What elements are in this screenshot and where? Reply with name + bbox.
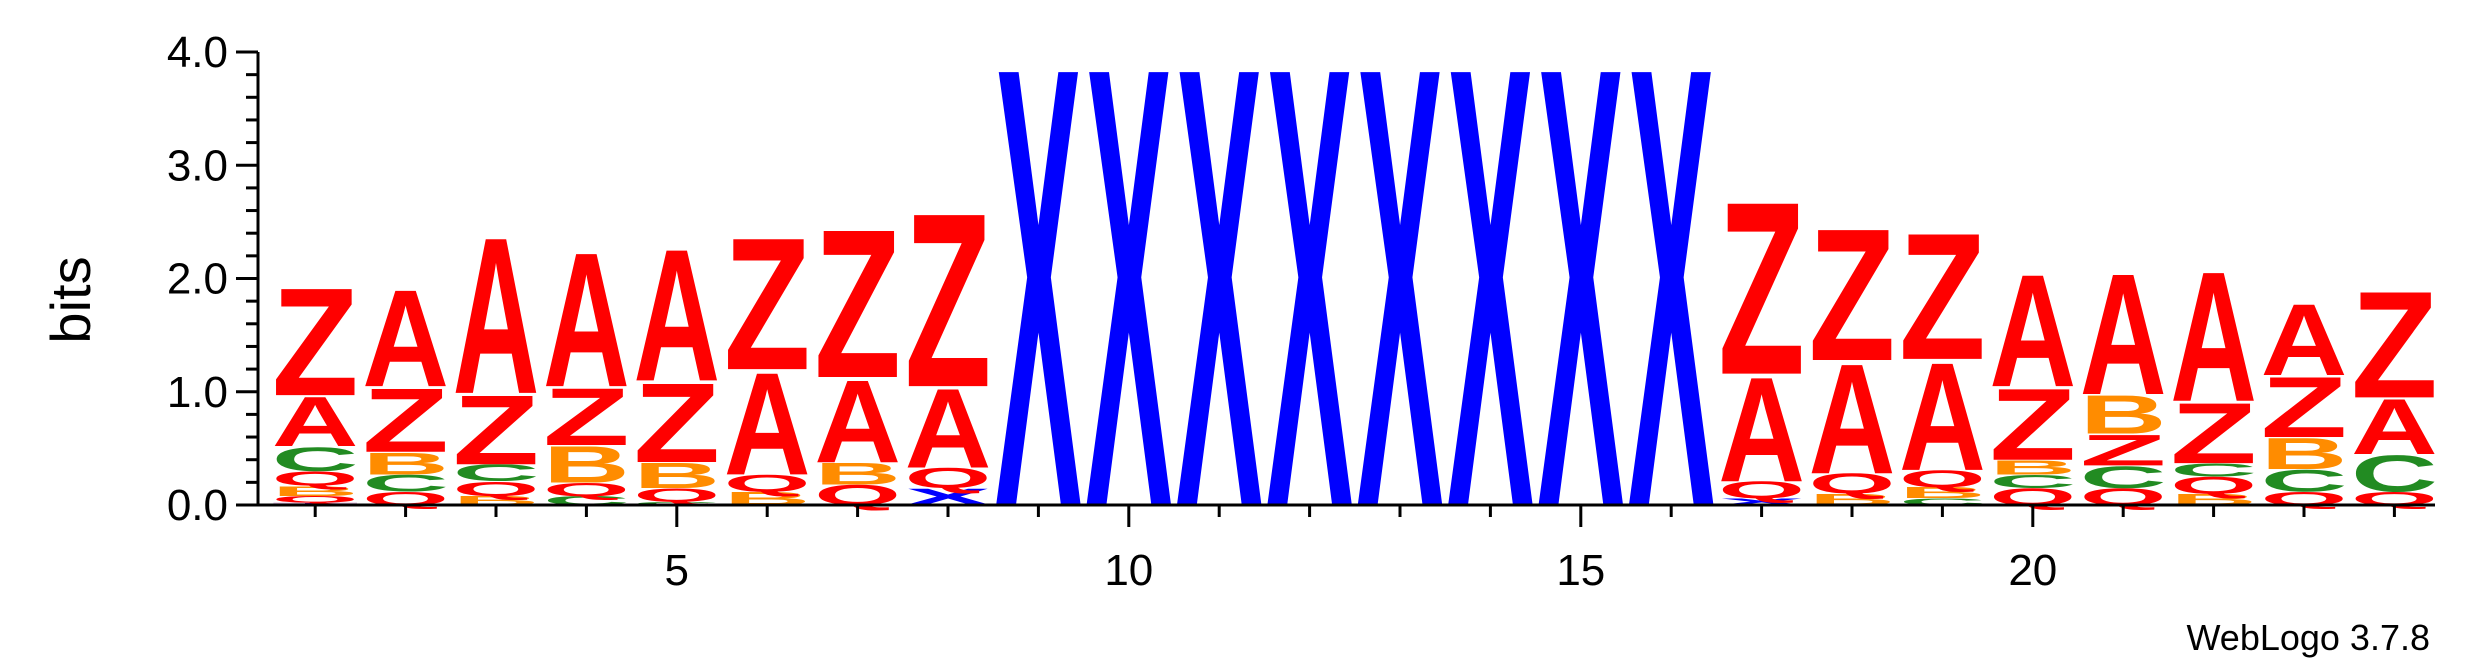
y-tick-label: 0.0 — [167, 481, 228, 530]
x-tick-label: 10 — [1104, 546, 1153, 595]
logo-letter-q-pos-1: Q — [272, 467, 359, 490]
logo-letter-a-pos-5: A — [633, 210, 720, 421]
logo-letter-q-pos-17: Q — [1718, 477, 1805, 503]
logo-letter-c-pos-20: C — [1989, 471, 2076, 492]
logo-letter-c-pos-21: C — [2080, 459, 2167, 494]
logo-letter-q-pos-8: Q — [905, 463, 992, 495]
logo-letter-q-pos-6: Q — [724, 470, 811, 496]
logo-letter-a-pos-17: A — [1718, 346, 1805, 514]
logo-letter-q-pos-5: Q — [633, 485, 720, 506]
logo-letter-x-pos-12: X — [1266, 0, 1353, 639]
x-tick-label: 15 — [1556, 546, 1605, 595]
logo-letter-q-pos-19: Q — [1899, 466, 1986, 492]
y-tick-label: 4.0 — [167, 28, 228, 77]
logo-letter-z-pos-5: Z — [633, 361, 720, 487]
logo-letter-c-pos-5: C — [633, 501, 720, 506]
logo-letter-x-pos-13: X — [1357, 0, 1444, 639]
logo-letter-q-pos-22: Q — [2170, 473, 2257, 499]
logo-glyph-layer: TQBQCAZQCBZABQCZACQBZACQBZABQAZQBAZXQAZX… — [272, 0, 2438, 639]
logo-letter-z-pos-23: Z — [2261, 359, 2348, 455]
logo-letter-c-pos-1: C — [272, 440, 359, 479]
logo-letter-z-pos-17: Z — [1718, 151, 1805, 427]
logo-letter-a-pos-19: A — [1899, 332, 1986, 504]
logo-letter-z-pos-22: Z — [2170, 385, 2257, 481]
logo-letter-a-pos-18: A — [1809, 331, 1896, 507]
logo-letter-b-pos-4: B — [543, 435, 630, 493]
logo-letter-x-pos-15: X — [1537, 0, 1624, 639]
logo-letter-z-pos-3: Z — [453, 374, 540, 485]
y-axis-title: bits — [39, 256, 102, 343]
logo-letter-b-pos-20: B — [1989, 456, 2076, 479]
logo-letter-a-pos-4: A — [543, 212, 630, 427]
logo-letter-b-pos-5: B — [633, 455, 720, 495]
logo-letter-b-pos-23: B — [2261, 429, 2348, 478]
logo-letter-a-pos-8: A — [905, 365, 992, 492]
logo-letter-x-pos-16: X — [1628, 0, 1715, 639]
logo-letter-z-pos-20: Z — [1989, 368, 2076, 482]
logo-letter-x-pos-9: X — [995, 0, 1082, 639]
logo-letter-z-pos-1: Z — [272, 257, 359, 429]
logo-letter-c-pos-24: C — [2351, 444, 2438, 502]
logo-letter-c-pos-3: C — [453, 460, 540, 486]
logo-letter-z-pos-8: Z — [905, 161, 992, 438]
logo-letter-a-pos-1: A — [272, 382, 359, 461]
y-tick-label: 3.0 — [167, 141, 228, 190]
logo-letter-x-pos-11: X — [1176, 0, 1263, 639]
y-tick-label: 2.0 — [167, 255, 228, 304]
logo-letter-z-pos-21: Z — [2080, 426, 2167, 475]
logo-letter-a-pos-6: A — [724, 343, 811, 506]
y-tick-label: 1.0 — [167, 368, 228, 417]
logo-letter-a-pos-3: A — [453, 192, 540, 441]
logo-letter-c-pos-23: C — [2261, 463, 2348, 498]
logo-letter-a-pos-2: A — [362, 262, 449, 416]
weblogo-credit: WebLogo 3.7.8 — [2186, 617, 2430, 658]
logo-letter-b-pos-19: B — [1899, 484, 1986, 502]
logo-letter-z-pos-4: Z — [543, 371, 630, 463]
logo-letter-a-pos-23: A — [2261, 282, 2348, 397]
logo-letter-z-pos-7: Z — [814, 185, 901, 422]
logo-letter-z-pos-6: Z — [724, 200, 811, 410]
logo-letter-q-pos-1: Q — [272, 494, 359, 505]
axes-layer: 0.0 1.0 2.0 3.0 4.0 5 10 15 20 — [167, 28, 2435, 595]
logo-letter-b-pos-1: B — [272, 483, 359, 499]
logo-letter-z-pos-24: Z — [2351, 261, 2438, 431]
logo-letter-c-pos-19: C — [1899, 497, 1986, 508]
logo-letter-z-pos-19: Z — [1899, 197, 1986, 398]
logo-letter-b-pos-2: B — [362, 446, 449, 481]
logo-letter-x-pos-17: X — [1718, 497, 1805, 508]
logo-letter-c-pos-2: C — [362, 470, 449, 496]
logo-letter-a-pos-22: A — [2170, 233, 2257, 441]
logo-letter-a-pos-24: A — [2351, 383, 2438, 471]
logo-letter-q-pos-4: Q — [543, 479, 630, 500]
x-tick-label: 5 — [665, 546, 689, 595]
logo-letter-z-pos-18: Z — [1809, 191, 1896, 401]
logo-letter-q-pos-3: Q — [453, 477, 540, 500]
logo-letter-a-pos-21: A — [2080, 237, 2167, 431]
logo-letter-a-pos-7: A — [814, 356, 901, 488]
logo-letter-c-pos-22: C — [2170, 460, 2257, 481]
logo-letter-b-pos-7: B — [814, 456, 901, 491]
logo-letter-x-pos-10: X — [1085, 0, 1172, 639]
logo-letter-a-pos-20: A — [1989, 242, 2076, 421]
x-tick-label: 20 — [2008, 546, 2057, 595]
logo-letter-x-pos-14: X — [1447, 0, 1534, 639]
logo-letter-z-pos-2: Z — [362, 370, 449, 472]
logo-letter-q-pos-18: Q — [1809, 468, 1896, 500]
logo-letter-b-pos-21: B — [2080, 384, 2167, 446]
